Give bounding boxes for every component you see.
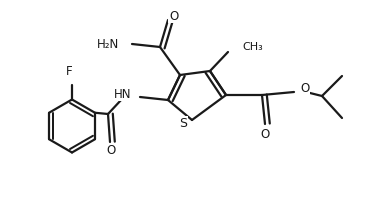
Text: O: O [261, 127, 270, 141]
Text: HN: HN [113, 87, 131, 101]
Text: O: O [169, 9, 179, 22]
Text: CH₃: CH₃ [242, 42, 263, 52]
Text: S: S [179, 117, 187, 129]
Text: O: O [300, 82, 309, 96]
Text: H₂N: H₂N [97, 38, 119, 50]
Text: F: F [66, 64, 72, 78]
Text: O: O [107, 144, 116, 158]
